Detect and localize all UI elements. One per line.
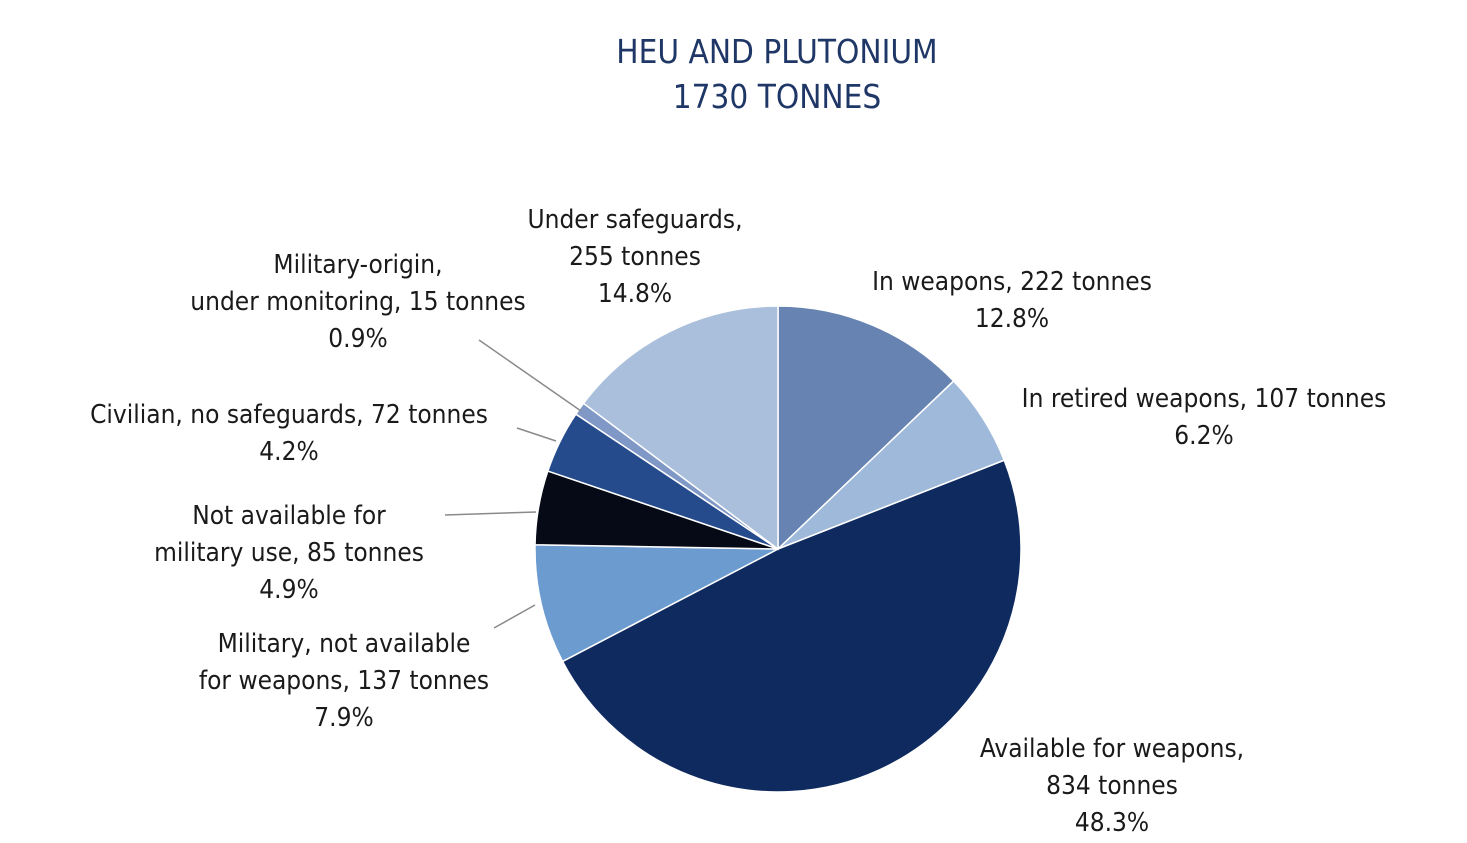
slice-label-6: Civilian, no safeguards, 72 tonnes 4.2%: [90, 400, 488, 467]
leader-line-6: [516, 427, 557, 442]
slice-label-6-line-1: Civilian, no safeguards, 72 tonnes: [90, 400, 488, 430]
slice-label-8: Under safeguards, 255 tonnes 14.8%: [527, 205, 742, 309]
slice-label-8-line-3: 14.8%: [598, 279, 672, 309]
slice-label-5-line-1: Not available for: [192, 501, 386, 531]
pie-slice-4: [534, 544, 779, 663]
leader-line-5: [444, 511, 537, 516]
slice-labels: In weapons, 222 tonnes 12.8% In retired we…: [90, 205, 1386, 838]
slice-label-4: Military, not available for weapons, 137 …: [199, 629, 489, 733]
leader-lines: [444, 339, 582, 629]
pie-slices: [534, 305, 1022, 793]
slice-label-7: Military-origin, under monitoring, 15 ton…: [190, 250, 525, 354]
pie-slice-8: [582, 305, 779, 551]
slice-label-7-line-1: Military-origin,: [273, 250, 442, 280]
slice-label-2-line-1: In retired weapons, 107 tonnes: [1022, 384, 1387, 414]
pie-slice-1: [777, 305, 955, 551]
slice-label-7-line-2: under monitoring, 15 tonnes: [190, 287, 525, 317]
slice-label-8-line-1: Under safeguards,: [527, 205, 742, 235]
slice-label-3-line-3: 48.3%: [1075, 808, 1149, 838]
slice-label-8-line-2: 255 tonnes: [569, 242, 701, 272]
slice-label-3-line-2: 834 tonnes: [1046, 771, 1178, 801]
leader-line-7: [478, 339, 582, 412]
slice-label-2: In retired weapons, 107 tonnes 6.2%: [1022, 384, 1387, 451]
chart-title-line-1: HEU AND PLUTONIUM: [616, 32, 937, 71]
slice-label-5-line-2: military use, 85 tonnes: [154, 538, 424, 568]
slice-label-1-line-1: In weapons, 222 tonnes: [872, 267, 1152, 297]
slice-label-7-line-3: 0.9%: [328, 324, 387, 354]
slice-label-3-line-1: Available for weapons,: [980, 734, 1244, 764]
slice-label-1-line-2: 12.8%: [975, 304, 1049, 334]
chart-title: HEU AND PLUTONIUM 1730 TONNES: [616, 32, 937, 116]
slice-label-4-line-3: 7.9%: [314, 703, 373, 733]
slice-label-4-line-2: for weapons, 137 tonnes: [199, 666, 489, 696]
slice-label-5-line-3: 4.9%: [259, 575, 318, 605]
leader-line-4: [493, 604, 536, 629]
slice-label-2-line-2: 6.2%: [1174, 421, 1233, 451]
slice-label-1: In weapons, 222 tonnes 12.8%: [872, 267, 1152, 334]
slice-label-4-line-1: Military, not available: [218, 629, 471, 659]
slice-label-6-line-2: 4.2%: [259, 437, 318, 467]
slice-label-5: Not available for military use, 85 tonnes…: [154, 501, 424, 605]
chart-title-line-2: 1730 TONNES: [673, 77, 881, 116]
slice-label-3: Available for weapons, 834 tonnes 48.3%: [980, 734, 1244, 838]
pie-slice-3: [561, 459, 1022, 793]
